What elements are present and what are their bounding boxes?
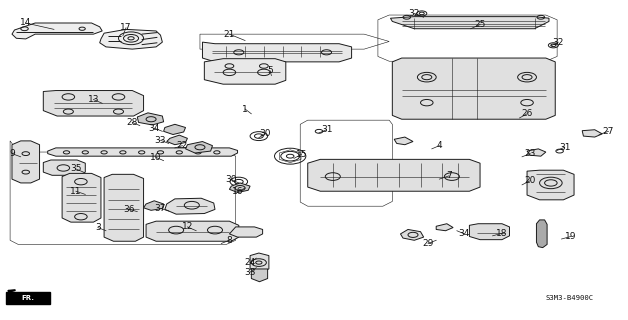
Polygon shape [582,130,602,137]
Text: 15: 15 [296,150,307,159]
Text: 8: 8 [227,236,232,245]
Polygon shape [527,170,574,200]
Polygon shape [138,113,164,125]
Text: 7: 7 [446,172,452,180]
Polygon shape [43,160,85,175]
Polygon shape [308,159,480,191]
Polygon shape [251,269,268,282]
Text: 28: 28 [127,118,138,127]
Text: 27: 27 [603,127,614,136]
Text: 17: 17 [121,23,132,32]
Text: 19: 19 [565,232,577,241]
Polygon shape [391,17,549,29]
Polygon shape [43,91,144,116]
Polygon shape [12,23,102,39]
Polygon shape [164,124,185,134]
Polygon shape [536,220,547,248]
Text: 21: 21 [224,30,235,39]
Polygon shape [167,135,187,145]
Polygon shape [48,148,237,156]
Text: 31: 31 [321,125,332,134]
Text: 32: 32 [409,9,420,18]
Polygon shape [469,224,509,240]
Polygon shape [12,141,40,183]
Text: 12: 12 [181,222,193,231]
Text: 26: 26 [521,109,533,118]
Text: 23: 23 [524,149,536,158]
Text: S3M3-B4900C: S3M3-B4900C [546,295,593,301]
Text: 24: 24 [244,258,256,267]
Text: 20: 20 [524,176,536,185]
Polygon shape [204,59,286,84]
Text: 16: 16 [232,188,243,196]
Polygon shape [202,42,352,62]
Polygon shape [394,137,413,145]
Polygon shape [401,229,424,240]
Text: 37: 37 [154,204,166,213]
Text: 31: 31 [559,143,570,152]
Polygon shape [527,149,546,156]
Text: 33: 33 [244,268,256,277]
Text: 25: 25 [474,20,485,29]
Text: 35: 35 [70,164,82,173]
Polygon shape [146,221,239,241]
Polygon shape [229,183,250,193]
Text: 32: 32 [553,38,564,47]
Text: 18: 18 [496,229,507,238]
Text: 34: 34 [458,229,470,238]
Polygon shape [229,227,263,237]
Text: 34: 34 [149,124,160,132]
Text: 1: 1 [242,105,248,114]
Polygon shape [392,58,555,119]
Text: 30: 30 [259,129,271,138]
Polygon shape [185,141,212,153]
Polygon shape [165,198,215,214]
Text: 4: 4 [436,141,442,150]
Text: 13: 13 [88,95,99,104]
Text: 33: 33 [154,136,166,145]
Text: 9: 9 [9,149,15,158]
Text: 29: 29 [423,239,434,248]
Polygon shape [144,201,164,210]
Polygon shape [100,29,163,49]
Text: 14: 14 [20,19,31,28]
Polygon shape [104,174,144,241]
Text: 22: 22 [177,141,188,150]
Polygon shape [62,173,101,222]
Text: 3: 3 [95,223,100,232]
Text: 30: 30 [225,175,237,184]
Text: 11: 11 [70,187,82,196]
Text: 36: 36 [123,205,135,214]
Polygon shape [250,253,269,272]
Text: 10: 10 [150,153,162,162]
FancyBboxPatch shape [6,292,50,304]
Text: FR.: FR. [21,295,34,301]
Text: 5: 5 [268,66,273,75]
Polygon shape [436,224,453,231]
